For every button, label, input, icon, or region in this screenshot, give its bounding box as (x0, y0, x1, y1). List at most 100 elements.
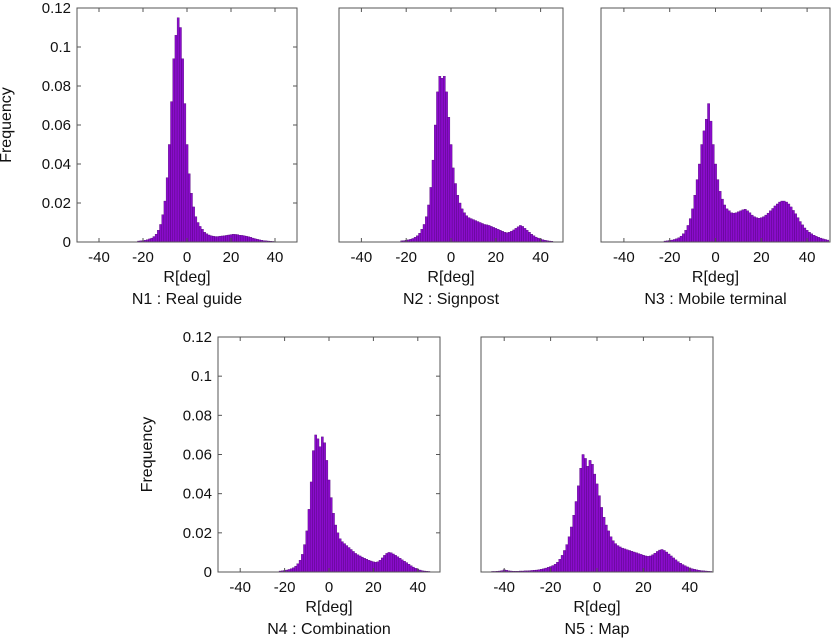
y-tick-label: 0.04 (42, 156, 71, 173)
histogram-bar (349, 549, 353, 573)
x-tick-label: 40 (532, 249, 549, 266)
x-tick-label: 40 (409, 579, 426, 596)
histogram-bar (778, 201, 781, 243)
histogram-bar (487, 225, 491, 243)
histogram-bar (644, 555, 648, 573)
histogram-bar (490, 226, 493, 243)
histogram-bar (762, 216, 765, 243)
histogram-bar (528, 232, 531, 243)
histogram-bar (405, 562, 408, 573)
histogram-bar (792, 210, 795, 243)
histogram-bar (616, 545, 620, 573)
histogram-bar (700, 144, 704, 243)
y-axis-label: Frequency (0, 87, 15, 163)
x-tick-label: 20 (365, 579, 382, 596)
histogram-bar (192, 206, 195, 243)
histogram-bar (161, 214, 165, 243)
histogram-bar (785, 201, 788, 243)
histogram-bar (170, 101, 173, 243)
x-tick-label: 0 (593, 579, 601, 596)
histogram-bar (553, 563, 557, 573)
histogram-bar (546, 567, 550, 573)
histogram-bar (220, 235, 224, 243)
histogram-bar (757, 218, 761, 243)
histogram-bar (190, 193, 193, 243)
histogram-bar (456, 195, 460, 243)
y-tick-label: 0.08 (42, 78, 71, 95)
histogram-bar (591, 464, 594, 573)
x-tick-label: 20 (635, 579, 652, 596)
x-tick-label: 20 (223, 249, 240, 266)
histogram-bar (429, 187, 433, 243)
histogram-bar (343, 543, 346, 573)
histogram-bar (530, 234, 533, 243)
histogram-bar (434, 124, 437, 243)
histogram-bar (234, 234, 237, 243)
histogram-bar (165, 177, 169, 243)
histogram-bar (447, 117, 451, 243)
histogram-bar (157, 230, 160, 243)
x-tick-label: -40 (613, 249, 635, 266)
histogram-bar (516, 226, 520, 243)
histogram-bar (216, 236, 220, 243)
histogram-bar (662, 550, 666, 573)
x-tick-label: 40 (799, 249, 816, 266)
histogram-bar (214, 236, 217, 243)
histogram-bar (577, 485, 580, 573)
histogram-bar (551, 565, 555, 573)
histogram-bar (609, 536, 613, 573)
y-axis-label: Frequency (139, 417, 156, 493)
histogram-bar (691, 208, 694, 243)
histogram-bar (225, 235, 228, 243)
histogram-bar (458, 202, 462, 243)
histogram-bar (352, 551, 355, 573)
histogram-bar (354, 553, 357, 573)
histogram-bar (674, 559, 678, 573)
histogram-bar (431, 159, 435, 243)
histogram-bar (780, 200, 784, 243)
histogram-bar (653, 553, 657, 573)
histogram-bar (607, 530, 610, 573)
histogram-bar (478, 222, 482, 243)
histogram-bar (787, 203, 791, 243)
histogram-bar (686, 225, 690, 243)
x-tick-label: -40 (229, 579, 251, 596)
x-tick-label: 0 (183, 249, 191, 266)
histogram-bar (651, 554, 655, 573)
histogram-bar (579, 468, 583, 573)
histogram-bar (176, 17, 180, 243)
histogram-bar (734, 212, 738, 243)
histogram-bar (630, 551, 634, 573)
histogram-bar (637, 553, 641, 573)
histogram-bar (737, 211, 740, 243)
histogram-bar (327, 479, 331, 573)
histogram-bar (558, 559, 562, 573)
histogram-bar (750, 214, 754, 243)
histogram-bar (185, 144, 189, 243)
histogram-bar (318, 446, 322, 573)
histogram-bar (614, 543, 617, 573)
histogram-panel-1: -40 -20 0 20 40 0 0.02 0.04 0.06 0.08 0.1 0.12 R[deg… (0, 0, 298, 308)
y-tick-label: 0.06 (183, 447, 212, 464)
histogram-bar (588, 460, 592, 573)
x-axis-label: R[deg] (573, 599, 620, 616)
histogram-bar (746, 210, 749, 243)
histogram-bar (602, 516, 606, 573)
histogram-bar (347, 547, 351, 573)
histogram-bar (400, 559, 404, 573)
histogram-bar (498, 230, 502, 243)
histogram-bar (251, 237, 255, 243)
histogram-bar (389, 552, 393, 573)
histogram-bar (303, 544, 306, 573)
histogram-bar (695, 179, 699, 243)
histogram-bar (187, 173, 191, 243)
histogram-bar (707, 103, 710, 243)
histogram-bar (534, 236, 538, 243)
histogram-bar (544, 567, 548, 573)
histogram-bar (181, 58, 184, 243)
histogram-bar (632, 551, 636, 573)
histogram-bar (172, 58, 176, 243)
histogram-bar (463, 212, 466, 243)
histogram-bar (702, 130, 706, 243)
